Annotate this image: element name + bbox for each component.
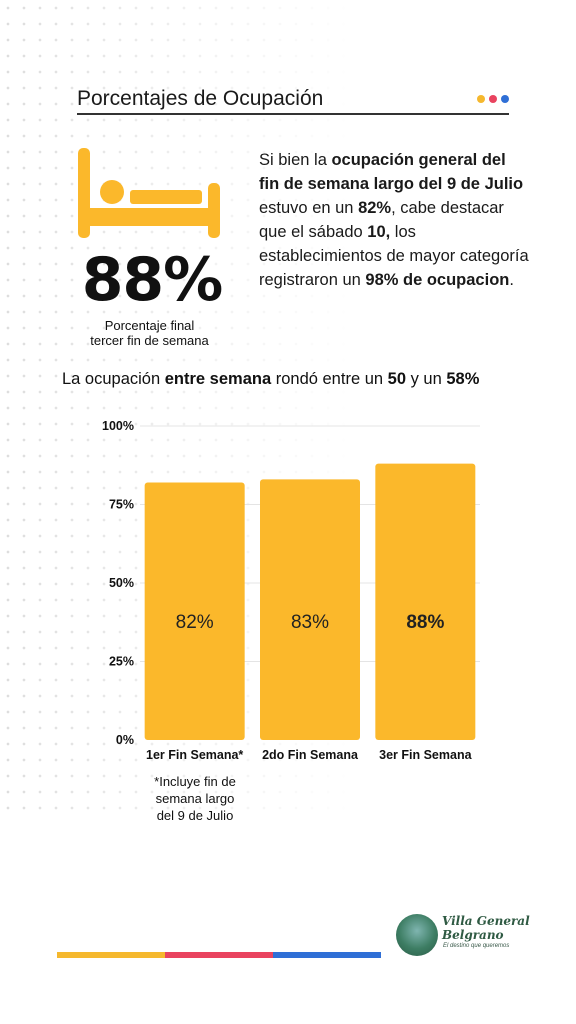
bar <box>260 479 360 740</box>
bold-run: 82% <box>358 199 392 217</box>
text-run: Si bien la <box>259 151 332 169</box>
bed-icon <box>78 148 220 238</box>
blue-dot-icon <box>501 95 509 103</box>
footnote-line: semana largo <box>155 791 235 806</box>
chart-footnote: *Incluye fin de semana largo del 9 de Ju… <box>140 773 250 824</box>
x-tick-label: 1er Fin Semana* <box>146 748 243 762</box>
footer-stripe-blue <box>273 952 381 958</box>
text-run: los establecimientos de mayor categoría … <box>259 223 529 289</box>
bold-run: 10, <box>367 223 391 241</box>
header-divider <box>77 113 509 115</box>
bar <box>144 482 245 740</box>
text-run: La ocupación <box>62 370 165 388</box>
footnote-line: *Incluye fin de <box>154 774 236 789</box>
footer-stripe-red <box>165 952 273 958</box>
footnote-line: del 9 de Julio <box>156 808 234 823</box>
y-tick-label: 75% <box>109 498 134 512</box>
caption-line: Porcentaje final <box>104 318 195 333</box>
data-label: 88% <box>406 612 444 633</box>
text-run: , cabe destacar que el sábado <box>259 199 504 241</box>
data-label: 83% <box>291 612 329 633</box>
text-run: . <box>509 271 514 289</box>
summary-paragraph: Si bien la ocupación general del fin de … <box>259 148 529 292</box>
weekday-occupancy-subtitle: La ocupación entre semana rondó entre un… <box>62 370 479 389</box>
footer-stripe-yellow <box>57 952 165 958</box>
text-run: estuvo en un <box>259 199 359 217</box>
bold-run: 58% <box>446 370 480 388</box>
bold-run: 98% de ocupacion <box>365 271 510 289</box>
data-label: 82% <box>176 612 214 633</box>
logo-line: Villa General <box>442 914 530 928</box>
bold-run: 50 <box>387 370 406 388</box>
y-tick-label: 100% <box>102 419 134 433</box>
yellow-dot-icon <box>477 95 485 103</box>
bold-run: ocupación general del fin de semana larg… <box>259 151 524 193</box>
red-dot-icon <box>489 95 497 103</box>
y-tick-label: 50% <box>109 576 134 590</box>
caption-line: tercer fin de semana <box>90 333 209 348</box>
occupancy-bar-chart: 0% 25% 50% 75% 100% 82% 1er Fin Semana* 83% 2do … <box>102 419 480 762</box>
y-tick-label: 0% <box>116 733 134 747</box>
y-tick-label: 25% <box>109 655 134 669</box>
text-run: y un <box>406 370 447 388</box>
logo-line: Belgrano <box>442 928 504 942</box>
x-tick-label: 2do Fin Semana <box>262 748 359 762</box>
highlight-caption: Porcentaje final tercer fin de semana <box>72 318 227 348</box>
logo-tagline: El destino que queremos <box>443 943 510 949</box>
x-tick-label: 3er Fin Semana <box>379 748 472 762</box>
bar <box>375 463 476 740</box>
bold-run: entre semana <box>164 370 272 388</box>
villa-general-belgrano-logo: Villa General Belgrano El destino que qu… <box>396 912 530 960</box>
town-emblem-icon <box>396 914 438 956</box>
page-title: Porcentajes de Ocupación <box>77 87 324 110</box>
highlight-percentage: 88% <box>81 245 224 315</box>
text-run: rondó entre un <box>271 370 388 388</box>
